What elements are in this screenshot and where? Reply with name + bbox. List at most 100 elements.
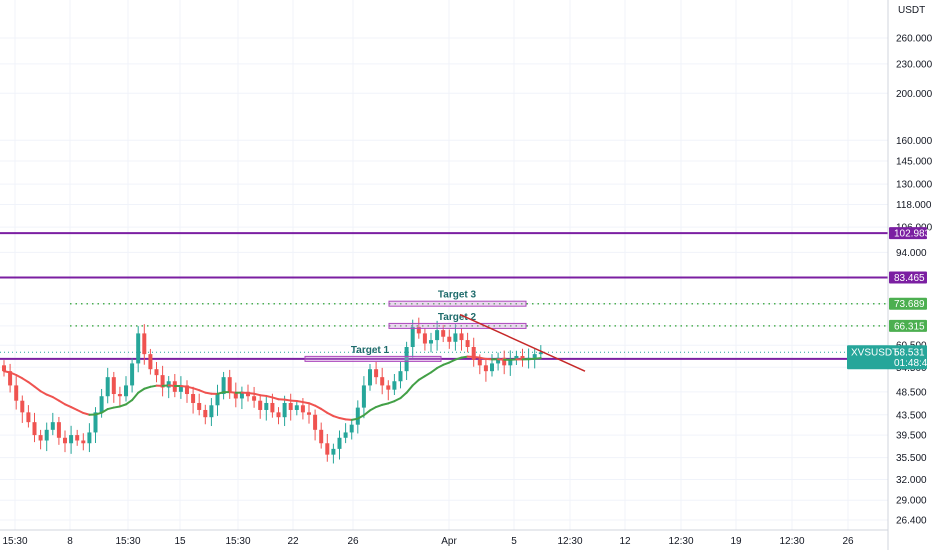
candle-body	[435, 330, 440, 341]
price-tick-label: 26.400	[896, 516, 927, 527]
candle-body	[93, 412, 98, 433]
candle-body	[111, 377, 116, 395]
ma-segment	[167, 384, 176, 388]
candle-body	[209, 405, 214, 418]
time-tick-label: 15:30	[2, 536, 27, 547]
ma-segment	[204, 391, 213, 395]
candle-body	[502, 357, 507, 366]
time-tick-label: 26	[842, 536, 854, 547]
horizontal-levels	[0, 232, 888, 360]
level-price-label: 83.465	[894, 273, 925, 284]
time-tick-label: Apr	[441, 536, 457, 547]
ma-segment	[417, 375, 426, 381]
ma-segment	[57, 399, 66, 406]
time-axis[interactable]: 15:30 8 15:30 15 15:30 22 26 Apr 5 12:30 12 12:30 19…	[0, 529, 888, 547]
candle-body	[38, 435, 43, 441]
ma-segment	[33, 385, 42, 393]
candle-body	[374, 369, 379, 378]
target-price-label: 73.689	[894, 299, 925, 310]
ma-segment	[186, 385, 195, 390]
ma-segment	[332, 415, 341, 420]
candle-body	[233, 391, 238, 399]
ma-segment	[283, 398, 292, 402]
time-tick-label: 19	[730, 536, 742, 547]
ma-segment	[216, 391, 225, 395]
target-zone-label: Target 3	[438, 290, 477, 301]
candle-body	[197, 402, 202, 410]
price-tick-label: 29.000	[896, 496, 927, 507]
level-price-label: 102.983	[894, 229, 931, 240]
candle-body	[337, 437, 342, 449]
price-tick-label: 48.500	[896, 387, 927, 398]
price-tick-label: 200.000	[896, 89, 932, 100]
ma-segment	[247, 391, 256, 395]
price-axis[interactable]: 260.000 230.000 200.000 160.000 145.000 130.0…	[847, 0, 932, 550]
candle-body	[215, 394, 220, 406]
price-tick-label: 118.000	[896, 200, 932, 211]
candle-body	[355, 407, 360, 425]
ma-segment	[149, 384, 158, 388]
candle-body	[514, 355, 519, 360]
candle-body	[20, 400, 25, 413]
candle-body	[117, 394, 122, 397]
target-zone-label: Target 1	[351, 345, 390, 356]
candle-body	[124, 385, 128, 397]
candle-body	[441, 330, 446, 337]
candle-body	[459, 333, 464, 341]
ma-segment	[393, 397, 402, 403]
candle-body	[185, 385, 189, 395]
candle-body	[105, 377, 110, 397]
ma-segment	[51, 396, 60, 402]
time-tick-label: 12:30	[779, 536, 804, 547]
candle-body	[99, 396, 104, 413]
ma-segment	[179, 384, 188, 388]
candle-body	[14, 385, 19, 401]
ma-segment	[375, 403, 384, 409]
ma-segment	[143, 385, 152, 390]
candle-body	[258, 400, 263, 410]
candles	[2, 317, 543, 464]
ma-segment	[137, 387, 146, 394]
ma-segment	[320, 407, 329, 414]
candle-body	[191, 394, 196, 403]
candle-body	[75, 435, 80, 441]
candle-body	[56, 422, 61, 438]
candle-body	[69, 435, 74, 444]
ma-segment	[70, 406, 79, 412]
moving-average	[3, 355, 542, 421]
ma-segment	[472, 355, 481, 359]
ma-segment	[21, 377, 30, 384]
candle-body	[81, 440, 86, 444]
candle-body	[319, 429, 324, 444]
target-zone-label: Target 2	[438, 312, 477, 323]
time-tick-label: 12:30	[668, 536, 693, 547]
candle-body	[264, 402, 269, 410]
ma-segment	[271, 396, 280, 401]
ma-segment	[9, 371, 18, 377]
candle-body	[166, 381, 171, 388]
ma-segment	[192, 387, 201, 392]
candle-body	[477, 359, 482, 366]
ma-segment	[125, 399, 134, 406]
ma-segment	[118, 403, 127, 408]
ma-segment	[411, 378, 420, 387]
last-price-badge	[847, 345, 927, 370]
ma-segment	[259, 394, 268, 397]
candle-body	[416, 326, 421, 334]
time-tick-label: 5	[511, 536, 517, 547]
ma-segment	[369, 406, 378, 412]
candle-body	[2, 365, 6, 372]
trendline	[459, 313, 586, 372]
candle-body	[532, 354, 537, 358]
target-zone-box	[388, 300, 527, 307]
price-tick-label: 32.000	[896, 475, 927, 486]
ma-segment	[478, 356, 487, 360]
ma-segment	[387, 400, 396, 405]
candle-body	[538, 352, 543, 355]
candle-body	[429, 340, 433, 344]
target-price-badge	[889, 297, 927, 310]
ma-segment	[228, 391, 237, 394]
time-tick-label: 22	[287, 536, 299, 547]
ma-segment	[45, 393, 54, 399]
